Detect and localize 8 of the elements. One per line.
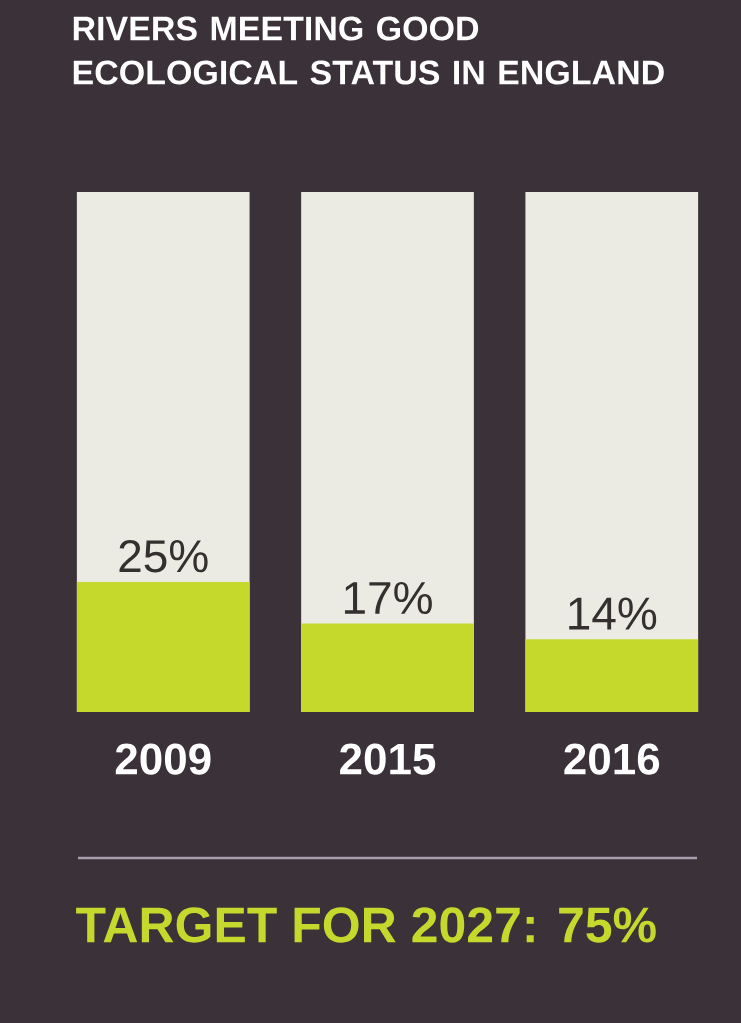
text: TARGET FOR 2027: 75%: [76, 907, 656, 943]
data-label: 14%: [569, 597, 657, 630]
x-tick-label: 2016: [564, 743, 660, 775]
chart-title: RIVERS MEETING GOOD ECOLOGICAL STATUS IN ENGLAND: [73, 16, 664, 85]
data-label: 25%: [119, 539, 208, 573]
data-label: 17%: [344, 581, 432, 615]
x-tick-label: 2009: [115, 743, 211, 775]
x-tick-label: 2015: [340, 743, 436, 775]
